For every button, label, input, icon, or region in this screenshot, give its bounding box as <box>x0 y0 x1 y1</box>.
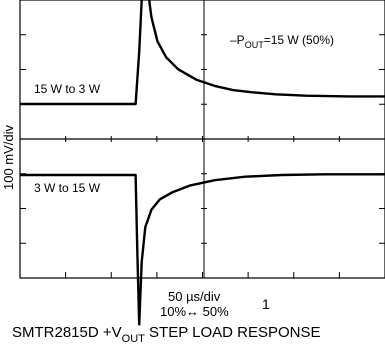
chart-title-main: SMTR2815D +V <box>12 324 122 341</box>
power-annotation-sub: OUT <box>245 40 265 50</box>
power-annotation-prefix: –P <box>230 33 245 47</box>
x-axis-note: 10%↔ 50% <box>160 304 229 319</box>
chart-title: SMTR2815D +VOUT STEP LOAD RESPONSE <box>12 324 321 345</box>
lower-trace-label: 3 W to 15 W <box>34 181 101 195</box>
power-annotation: –POUT=15 W (50%) <box>230 33 334 50</box>
chart-title-sub: OUT <box>122 333 146 345</box>
upper-trace-label: 15 W to 3 W <box>34 82 101 96</box>
x-axis-label: 50 µs/div <box>168 289 221 304</box>
lower-trace-line <box>20 173 385 326</box>
y-axis-label: 100 mV/div <box>1 124 16 190</box>
upper-trace-line <box>20 0 385 106</box>
chart-title-rest: STEP LOAD RESPONSE <box>145 324 321 341</box>
figure-number: 1 <box>262 296 270 312</box>
traces <box>20 0 385 326</box>
power-annotation-rest: =15 W (50%) <box>264 33 334 47</box>
